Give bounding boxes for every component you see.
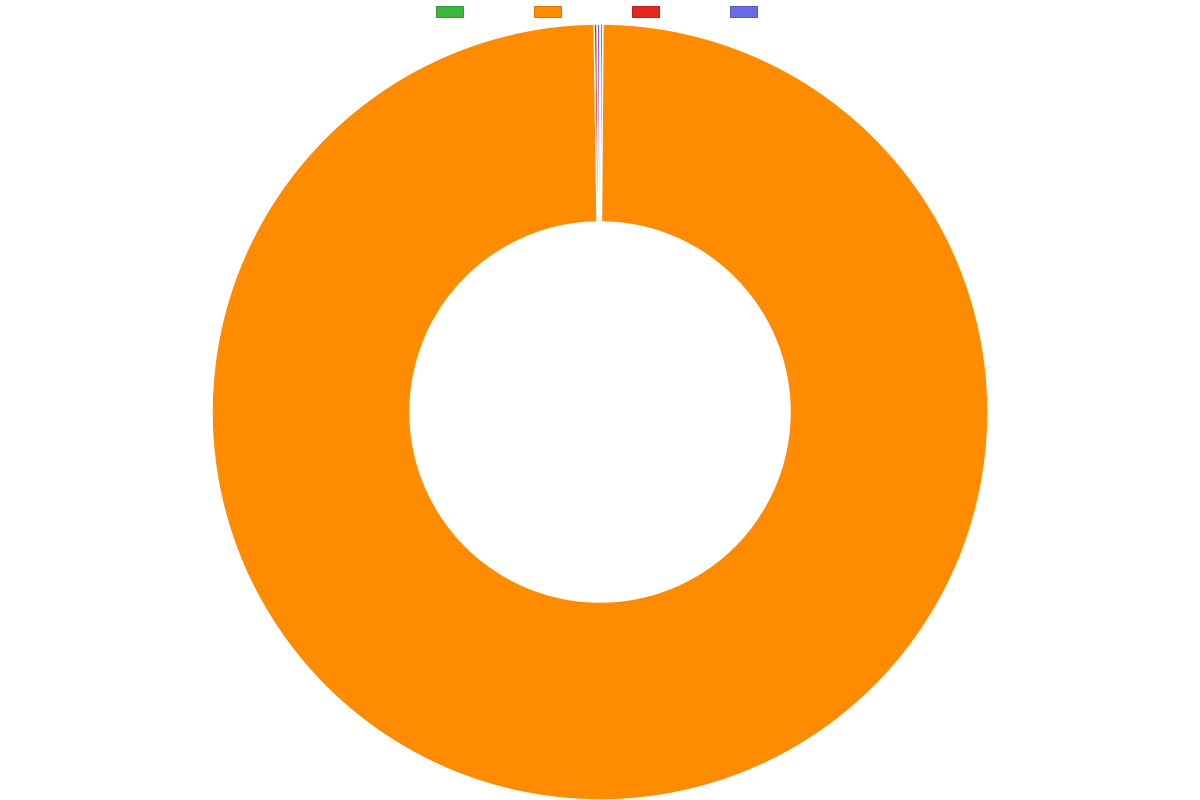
donut-svg [210, 22, 990, 800]
legend-swatch-1 [534, 6, 562, 18]
legend [0, 6, 1200, 18]
donut-chart [0, 0, 1200, 800]
legend-swatch-3 [730, 6, 758, 18]
legend-swatch-2 [632, 6, 660, 18]
legend-swatch-0 [436, 6, 464, 18]
legend-item-3 [730, 6, 764, 18]
donut-holder [0, 22, 1200, 800]
legend-item-0 [436, 6, 470, 18]
legend-item-2 [632, 6, 666, 18]
legend-item-1 [534, 6, 568, 18]
